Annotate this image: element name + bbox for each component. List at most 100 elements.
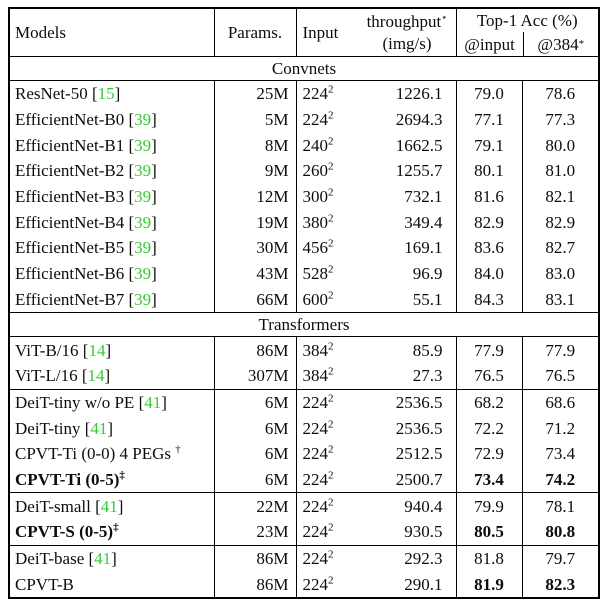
model-name: DeiT-tiny w/o PE [15, 392, 139, 412]
acc-at-input-cell: 79.9 [456, 492, 523, 519]
params-cell: 86M [214, 571, 297, 599]
input-cell: 2242 [296, 467, 358, 493]
citation-number: 41 [100, 496, 118, 516]
input-cell: 5282 [296, 261, 358, 287]
acc-at-384-cell: 80.8 [545, 522, 576, 542]
acc-at-input-cell: 73.4 [456, 466, 523, 493]
citation-bracket-close: ] [151, 289, 157, 309]
input-cell: 2242 [296, 415, 358, 441]
acc-at-384-cell: 77.3 [545, 110, 576, 130]
input-cell: 2242 [296, 571, 358, 598]
citation-number: 39 [134, 135, 152, 155]
params-cell: 25M [214, 80, 297, 107]
model-name: EfficientNet-B1 [15, 135, 129, 155]
params-cell: 6M [214, 415, 297, 441]
input-resolution: 384 [302, 340, 329, 360]
citation-number: 39 [134, 161, 152, 181]
model-cell: CPVT-Ti (0-0) 4 PEGs † [9, 440, 215, 467]
params-cell: 6M [214, 440, 297, 467]
dagger-mark: † [175, 443, 181, 456]
table-row: ViT-B/16 [14] 86M 3842 85.9 77.9 77.9 [9, 336, 599, 363]
acc-at-384-cell: 82.7 [545, 238, 576, 258]
citation-number: 39 [134, 264, 152, 284]
input-cell: 4562 [296, 235, 358, 261]
throughput-cell: 2536.5 [358, 388, 457, 416]
header-acc-at-384-label: @384 [537, 34, 579, 54]
acc-at-384-cell: 74.2 [545, 469, 576, 489]
citation-number: 41 [144, 392, 162, 412]
input-exponent: 2 [328, 263, 334, 276]
header-throughput: throughput⋆ (img/s) [359, 11, 456, 54]
citation-bracket-close: ] [161, 392, 167, 412]
model-name: ViT-B/16 [15, 340, 83, 360]
model-name: DeiT-base [15, 549, 89, 569]
section-label-convnets: Convnets [9, 56, 599, 81]
input-cell: 2242 [296, 388, 358, 416]
model-cell: DeiT-tiny [41] [9, 415, 215, 441]
input-resolution: 224 [302, 496, 329, 516]
params-cell: 86M [214, 544, 297, 572]
citation-number: 39 [134, 212, 152, 232]
input-cell: 6002 [296, 287, 358, 313]
acc-at-384-cell: 83.0 [545, 264, 576, 284]
citation-number: 39 [134, 110, 152, 130]
citation-number: 41 [94, 549, 112, 569]
input-resolution: 224 [302, 549, 329, 569]
citation-bracket-close: ] [151, 238, 157, 258]
citation-bracket-open: [ [128, 212, 135, 232]
citation-bracket-open: [ [95, 496, 101, 516]
input-cell: 2602 [296, 158, 358, 184]
citation-bracket-open: [ [128, 110, 135, 130]
table-row: DeiT-tiny w/o PE [41] 6M 2242 2536.5 68.… [9, 388, 599, 416]
input-exponent: 2 [328, 339, 334, 352]
table-row: CPVT-S (0-5)‡ 23M 2242 930.5 80.5 80.8 [9, 519, 599, 546]
citation-bracket-close: ] [151, 212, 157, 232]
model-cell: CPVT-S (0-5)‡ [9, 519, 215, 546]
citation-bracket-close: ] [151, 161, 157, 181]
citation-bracket-close: ] [151, 187, 157, 207]
input-resolution: 456 [302, 238, 329, 258]
acc-at-input-cell: 80.1 [456, 158, 523, 184]
model-name: ResNet-50 [15, 84, 92, 104]
input-cell: 2242 [296, 441, 358, 467]
table-header-row: Models Params. Input throughput⋆ (img/s)… [9, 8, 599, 57]
acc-at-384-cell: 83.1 [545, 289, 576, 309]
input-resolution: 260 [302, 161, 329, 181]
section-row-transformers: Transformers [9, 312, 599, 338]
model-cell: CPVT-B [9, 571, 215, 599]
input-exponent: 2 [328, 574, 334, 587]
header-input: Input [302, 23, 339, 42]
params-cell: 22M [214, 492, 297, 519]
model-cell: DeiT-tiny w/o PE [41] [9, 388, 215, 416]
dagger-mark: ‡ [119, 469, 125, 482]
model-name: EfficientNet-B6 [15, 264, 129, 284]
header-acc-at-input: @input [464, 34, 515, 54]
input-exponent: 2 [328, 83, 334, 96]
table-row: EfficientNet-B6 [39] 43M 5282 96.9 84.0 … [9, 260, 599, 287]
input-resolution: 224 [302, 444, 329, 464]
input-exponent: 2 [328, 365, 334, 378]
throughput-cell: 96.9 [358, 260, 457, 287]
table-row: CPVT-Ti (0-5)‡ 6M 2242 2500.7 73.4 74.2 [9, 466, 599, 493]
acc-at-384-cell: 68.6 [522, 388, 599, 416]
table-row: CPVT-B 86M 2242 290.1 81.9 82.3 [9, 571, 599, 599]
citation-number: 39 [134, 289, 152, 309]
citation-number: 39 [134, 238, 152, 258]
input-cell: 2242 [296, 492, 358, 519]
input-resolution: 224 [302, 574, 329, 594]
header-throughput-unit: (img/s) [382, 33, 432, 53]
params-cell: 6M [214, 388, 297, 416]
table-row: DeiT-base [41] 86M 2242 292.3 81.8 79.7 [9, 544, 599, 572]
model-cell: EfficientNet-B1 [39] [9, 132, 215, 159]
input-resolution: 380 [302, 212, 329, 232]
throughput-cell: 940.4 [358, 492, 457, 519]
acc-at-input-cell: 84.3 [456, 286, 523, 313]
model-name: CPVT-B [15, 574, 74, 594]
citation-bracket-open: [ [138, 392, 145, 412]
acc-at-input-cell: 82.9 [456, 209, 523, 236]
model-name: CPVT-S (0-5) [15, 522, 114, 542]
citation-bracket-open: [ [128, 264, 135, 284]
table-row: DeiT-small [41] 22M 2242 940.4 79.9 78.1 [9, 492, 599, 519]
citation-number: 14 [87, 366, 105, 386]
citation-bracket-open: [ [128, 238, 135, 258]
